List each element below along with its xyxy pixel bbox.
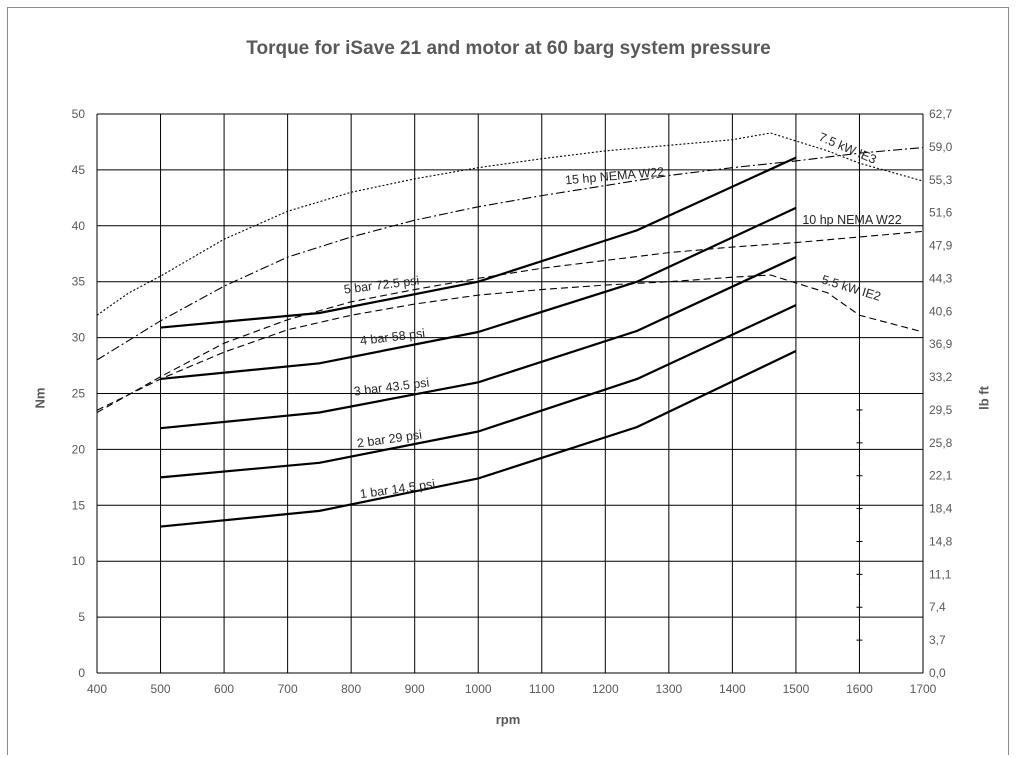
y-tick-label: 50 — [72, 107, 86, 121]
series-label: 10 hp NEMA W22 — [802, 213, 901, 227]
y-tick-label: 10 — [72, 554, 86, 568]
y2-tick-label: 44,3 — [929, 271, 953, 285]
x-axis-label: rpm — [495, 712, 521, 727]
y-tick-label: 25 — [72, 387, 86, 401]
y-tick-label: 30 — [72, 331, 86, 345]
y-tick-label: 15 — [72, 498, 86, 512]
y2-tick-label: 62,7 — [929, 107, 953, 121]
x-tick-label: 400 — [87, 682, 107, 696]
y-tick-label: 35 — [72, 275, 86, 289]
y2-tick-label: 59,0 — [929, 140, 953, 154]
x-tick-label: 1500 — [783, 682, 810, 696]
x-tick-label: 700 — [278, 682, 298, 696]
y-tick-label: 0 — [78, 666, 85, 680]
x-tick-label: 1200 — [592, 682, 619, 696]
y2-tick-label: 51,6 — [929, 206, 953, 220]
y-tick-label: 20 — [72, 442, 86, 456]
series-label: 5.5 kW IE2 — [820, 273, 883, 304]
y2-tick-label: 55,3 — [929, 173, 953, 187]
x-tick-label: 1400 — [719, 682, 746, 696]
y2-tick-label: 11,1 — [929, 567, 952, 581]
series-line — [96, 132, 924, 316]
series-line — [160, 304, 797, 479]
series-line — [96, 230, 924, 413]
y-tick-label: 5 — [78, 610, 85, 624]
series-label: 2 bar 29 psi — [356, 428, 423, 451]
series-label: 3 bar 43.5 psi — [353, 375, 430, 398]
y2-tick-label: 18,4 — [929, 502, 953, 516]
y2-tick-label: 14,8 — [929, 534, 953, 548]
series-label: 1 bar 14.5 psi — [359, 477, 436, 501]
y2-tick-label: 25,8 — [929, 436, 953, 450]
y2-tick-label: 29,5 — [929, 403, 953, 417]
x-tick-label: 1300 — [655, 682, 682, 696]
series-line — [160, 350, 797, 528]
y2-tick-label: 33,2 — [929, 370, 953, 384]
x-tick-label: 600 — [214, 682, 234, 696]
series-line — [160, 256, 797, 430]
x-tick-label: 1100 — [529, 682, 555, 696]
x-tick-label: 1600 — [846, 682, 873, 696]
series-line — [160, 206, 797, 381]
y2-tick-label: 47,9 — [929, 239, 953, 253]
series-line — [160, 156, 797, 329]
x-tick-label: 1000 — [465, 682, 492, 696]
series-line — [96, 274, 924, 411]
y2-tick-label: 36,9 — [929, 337, 953, 351]
x-tick-label: 800 — [341, 682, 361, 696]
series-line — [96, 146, 924, 361]
chart-title: Torque for iSave 21 and motor at 60 barg… — [246, 38, 771, 59]
x-tick-label: 1700 — [910, 682, 937, 696]
y2-tick-label: 3,7 — [929, 633, 946, 647]
grid — [96, 113, 924, 674]
x-tick-label: 500 — [151, 682, 171, 696]
y-tick-label: 40 — [72, 219, 86, 233]
y2-tick-label: 7,4 — [929, 600, 946, 614]
y2-tick-label: 0,0 — [929, 666, 946, 680]
y2-tick-label: 40,6 — [929, 304, 953, 318]
secondary-axis-markers — [856, 409, 863, 641]
series-label: 5 bar 72.5 psi — [343, 273, 420, 296]
series-label: 7.5 kW IE3 — [817, 130, 879, 167]
y2-tick-label: 22,1 — [929, 469, 953, 483]
chart-frame — [7, 7, 1009, 755]
y-tick-label: 45 — [72, 163, 86, 177]
x-tick-label: 900 — [405, 682, 425, 696]
